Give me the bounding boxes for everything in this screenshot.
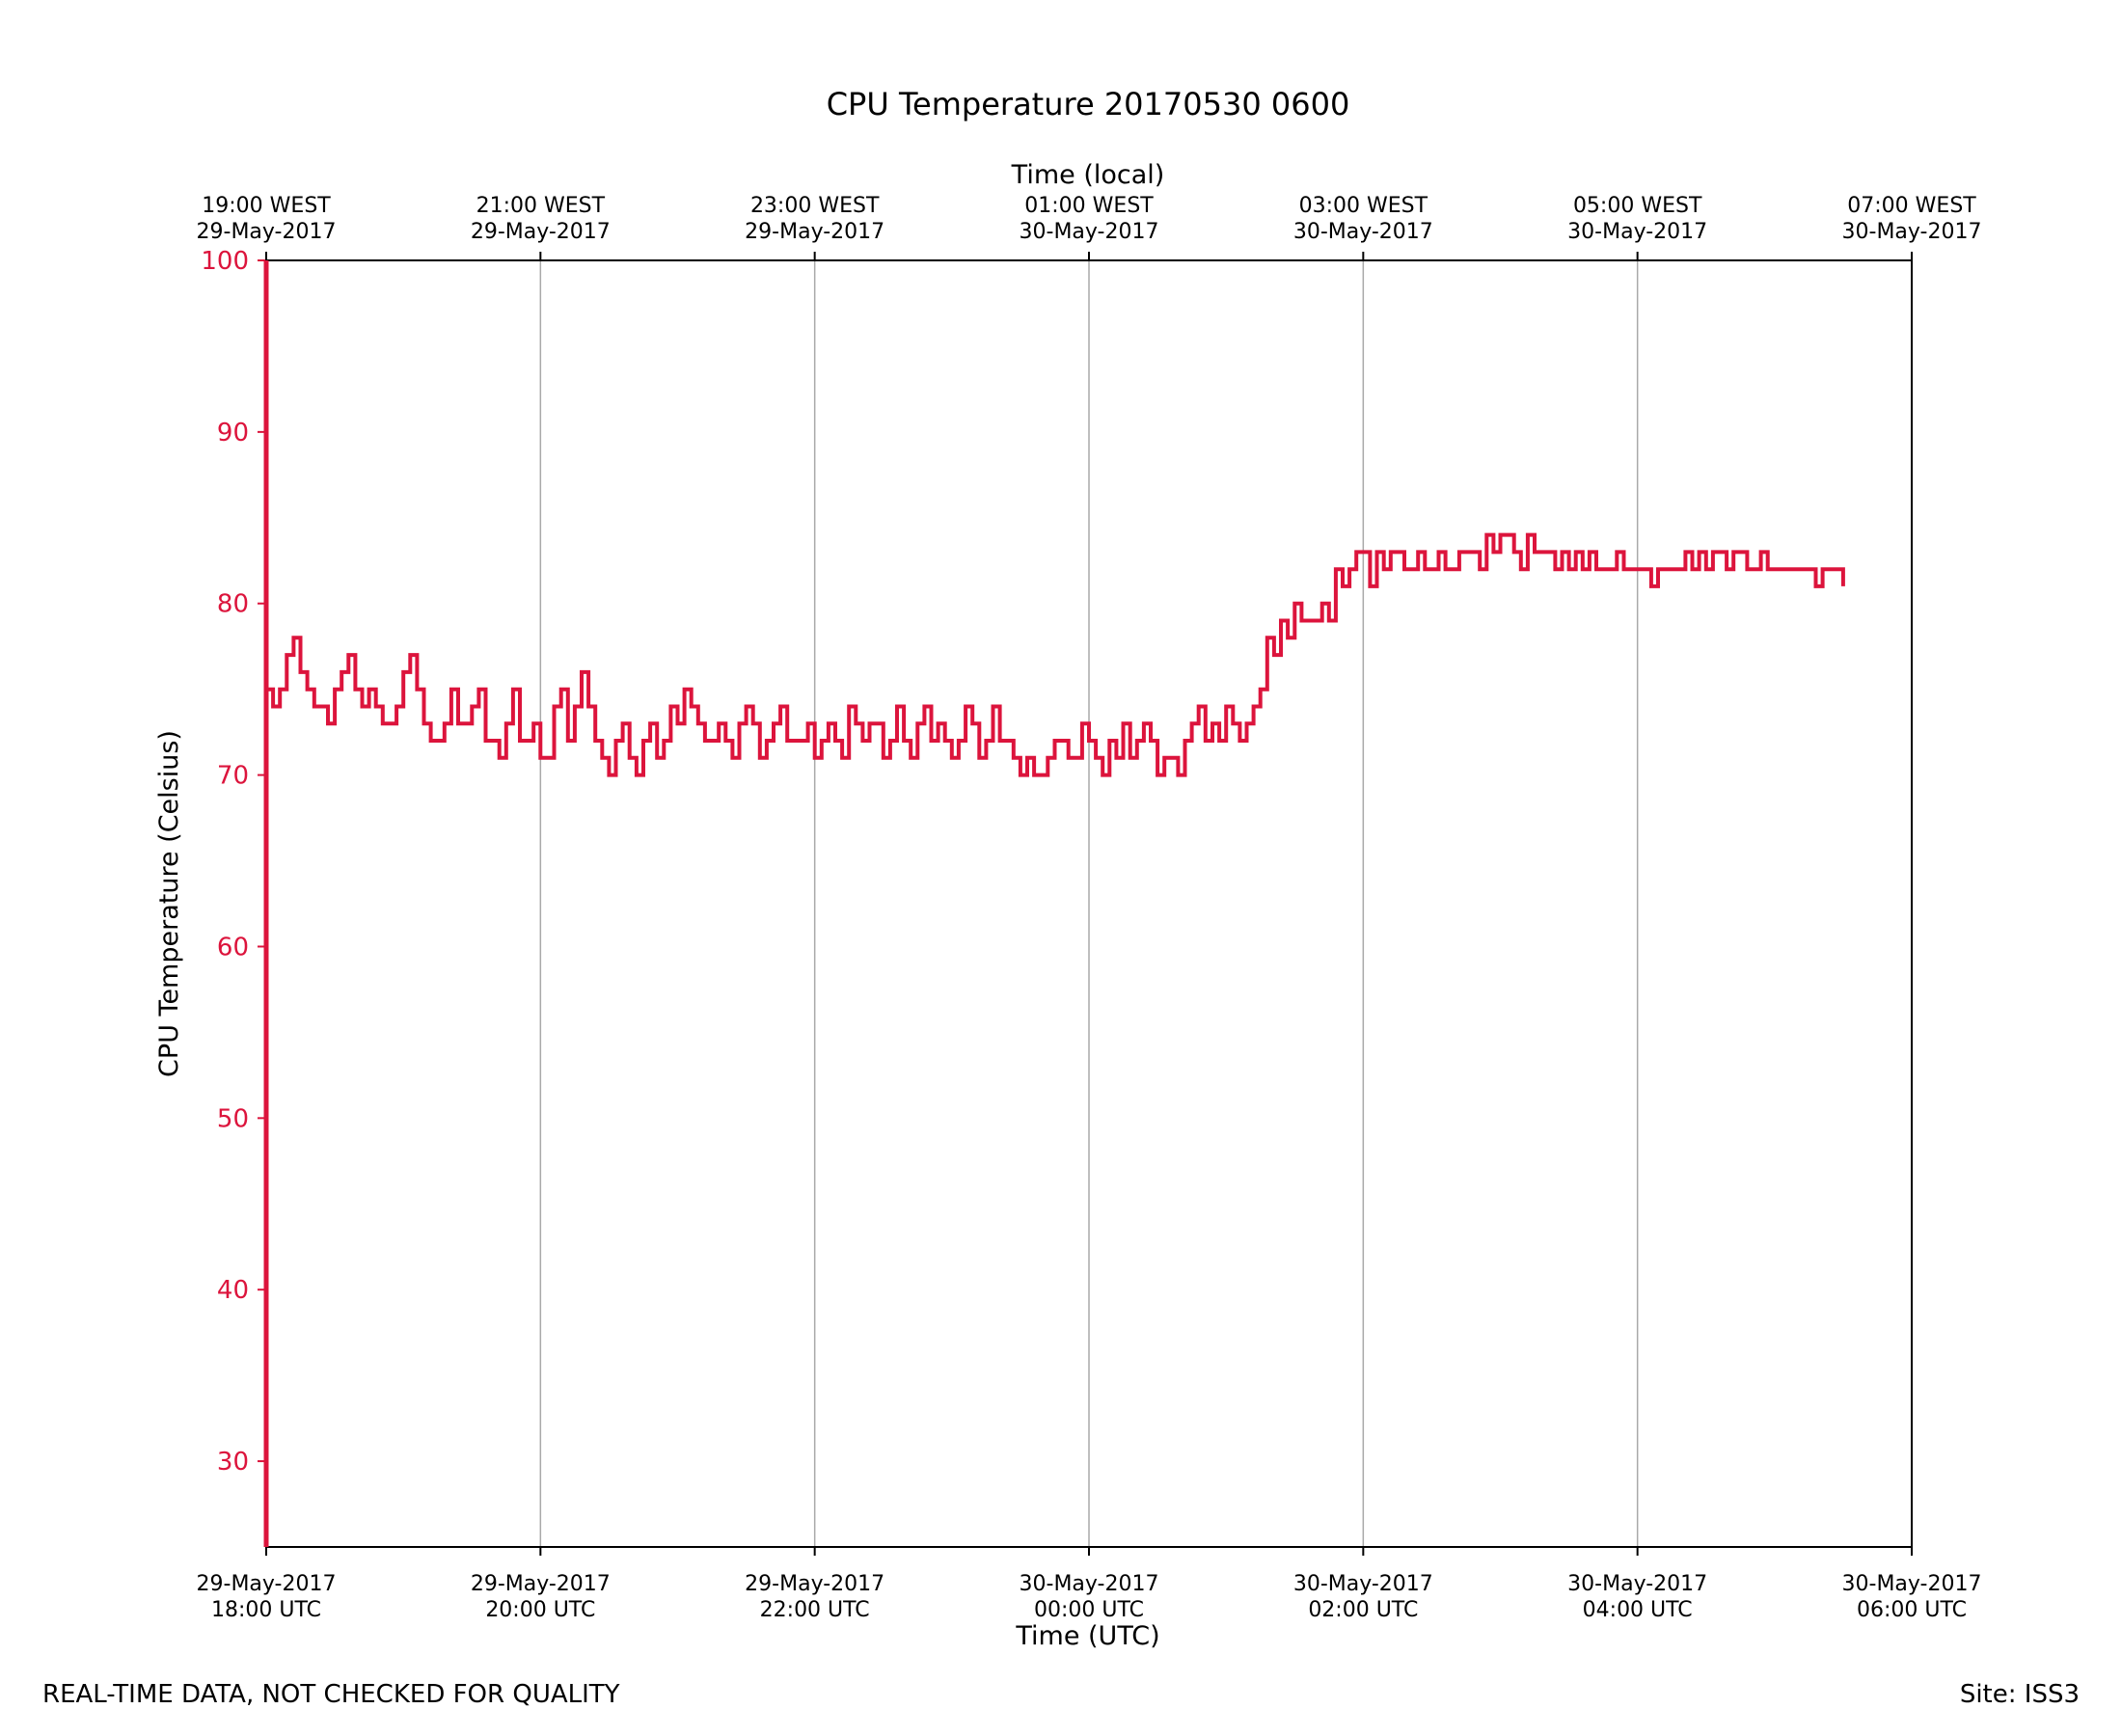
y-axis-title: CPU Temperature (Celsius) [154, 730, 184, 1077]
y-tick-label: 30 [217, 1448, 249, 1477]
top-tick-label-time: 19:00 WEST [202, 194, 331, 218]
top-tick-label-date: 30-May-2017 [1842, 220, 1982, 244]
y-tick-label: 90 [217, 419, 249, 448]
x-tick-label-time: 20:00 UTC [485, 1598, 595, 1622]
top-tick-label-time: 07:00 WEST [1847, 194, 1976, 218]
x-tick-label-date: 29-May-2017 [745, 1572, 884, 1596]
x-tick-label-date: 30-May-2017 [1020, 1572, 1159, 1596]
top-tick-label-time: 21:00 WEST [476, 194, 606, 218]
y-tick-label: 70 [217, 762, 249, 791]
y-tick-label: 50 [217, 1104, 249, 1133]
top-tick-label-date: 30-May-2017 [1293, 220, 1433, 244]
y-axis-ticks: 30 40 50 60 70 80 90 100 [201, 247, 266, 1477]
top-tick-label-time: 23:00 WEST [750, 194, 880, 218]
site-label: Site: ISS3 [1960, 1680, 2080, 1709]
x-tick-label-date: 30-May-2017 [1567, 1572, 1707, 1596]
top-tick-label-time: 01:00 WEST [1024, 194, 1154, 218]
chart-title: CPU Temperature 20170530 0600 [827, 86, 1350, 122]
y-tick-label: 80 [217, 590, 249, 619]
x-tick-label-time: 22:00 UTC [760, 1598, 870, 1622]
top-tick-label-date: 30-May-2017 [1020, 220, 1159, 244]
top-tick-label-date: 30-May-2017 [1567, 220, 1707, 244]
series-line-cpu-temperature [266, 532, 1845, 777]
x-tick-label-date: 29-May-2017 [197, 1572, 337, 1596]
vertical-grid-lines [539, 260, 1639, 1547]
top-axis-title: Time (local) [1011, 160, 1165, 190]
quality-disclaimer: REAL-TIME DATA, NOT CHECKED FOR QUALITY [42, 1680, 620, 1709]
series-layer [266, 532, 1845, 777]
x-tick-label-time: 06:00 UTC [1857, 1598, 1967, 1622]
y-tick-label: 100 [201, 247, 249, 276]
top-tick-label-time: 03:00 WEST [1299, 194, 1428, 218]
x-tick-label-time: 02:00 UTC [1308, 1598, 1418, 1622]
top-tick-label-date: 29-May-2017 [197, 220, 337, 244]
y-tick-label: 60 [217, 933, 249, 962]
x-tick-label-date: 29-May-2017 [471, 1572, 611, 1596]
x-tick-label-date: 30-May-2017 [1842, 1572, 1982, 1596]
top-tick-label-date: 29-May-2017 [471, 220, 611, 244]
top-tick-label-date: 29-May-2017 [745, 220, 884, 244]
top-tick-label-time: 05:00 WEST [1573, 194, 1702, 218]
x-tick-label-date: 30-May-2017 [1293, 1572, 1433, 1596]
x-tick-label-time: 04:00 UTC [1583, 1598, 1693, 1622]
bottom-axis-title: Time (UTC) [1015, 1621, 1159, 1651]
y-tick-label: 40 [217, 1276, 249, 1305]
x-tick-label-time: 18:00 UTC [211, 1598, 321, 1622]
x-tick-label-time: 00:00 UTC [1034, 1598, 1144, 1622]
